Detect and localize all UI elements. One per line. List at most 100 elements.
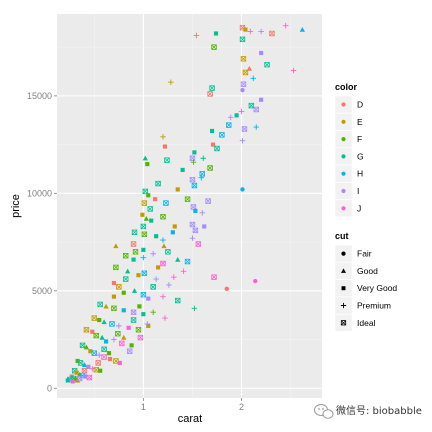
- x-tick-label: 2: [239, 402, 244, 412]
- data-point: [175, 256, 181, 262]
- data-point: [258, 28, 264, 35]
- data-point: [141, 247, 146, 252]
- data-point: [180, 167, 185, 173]
- data-point: [115, 330, 121, 337]
- data-point: [109, 321, 115, 327]
- data-point: [65, 378, 70, 383]
- legend-label: F: [357, 134, 362, 144]
- data-point: [131, 229, 138, 236]
- data-point: [239, 36, 246, 43]
- data-point: [103, 303, 109, 309]
- data-point: [97, 301, 103, 308]
- data-point: [116, 284, 122, 290]
- data-point: [241, 126, 248, 132]
- legend-symbol: [340, 268, 347, 273]
- data-point: [121, 290, 126, 295]
- data-point: [97, 317, 102, 323]
- data-point: [162, 144, 168, 149]
- data-point: [126, 325, 131, 330]
- data-point: [207, 165, 213, 171]
- data-point: [142, 188, 149, 195]
- data-point: [75, 358, 80, 364]
- data-point: [193, 32, 200, 39]
- data-point: [123, 276, 129, 282]
- legend-swatch: [341, 154, 346, 159]
- data-point: [121, 308, 126, 313]
- data-point: [192, 227, 199, 234]
- data-point: [189, 155, 196, 161]
- data-point: [86, 364, 91, 369]
- data-point: [153, 197, 158, 202]
- data-point: [91, 350, 97, 356]
- data-point: [165, 249, 171, 255]
- data-point: [146, 323, 151, 328]
- legend-title: cut: [335, 231, 349, 241]
- data-point: [106, 351, 112, 356]
- data-point: [73, 377, 78, 382]
- y-tick-label: 10000: [27, 188, 52, 198]
- data-point: [164, 157, 170, 163]
- data-point: [175, 297, 181, 304]
- data-point: [246, 65, 253, 71]
- legend-swatch: [341, 137, 346, 142]
- data-point: [111, 280, 116, 286]
- data-point: [189, 221, 196, 228]
- data-point: [184, 258, 191, 265]
- data-point: [191, 182, 198, 189]
- data-points: [65, 22, 306, 384]
- data-point: [211, 274, 217, 280]
- legend-label: E: [357, 117, 363, 127]
- data-point: [156, 265, 161, 270]
- data-point: [76, 371, 83, 377]
- data-point: [140, 223, 147, 230]
- data-point: [154, 234, 159, 239]
- data-point: [259, 50, 264, 56]
- data-point: [191, 305, 198, 312]
- data-point: [250, 75, 257, 82]
- data-point: [189, 176, 196, 183]
- data-point: [239, 137, 246, 144]
- data-point: [210, 142, 216, 147]
- data-point: [162, 315, 168, 321]
- data-point: [116, 323, 122, 329]
- data-point: [189, 235, 196, 241]
- data-point: [171, 274, 177, 280]
- data-point: [264, 61, 270, 68]
- data-point: [121, 334, 127, 340]
- data-point: [210, 128, 215, 134]
- data-point: [132, 249, 139, 255]
- legend-label: G: [357, 151, 364, 161]
- data-point: [163, 200, 169, 206]
- data-point: [137, 304, 142, 309]
- data-point: [224, 286, 229, 292]
- data-point: [111, 336, 117, 343]
- legend-swatch: [341, 206, 346, 211]
- data-point: [190, 159, 197, 165]
- legend-label: I: [357, 186, 359, 196]
- data-point: [145, 162, 150, 167]
- data-point: [125, 268, 131, 274]
- data-point: [70, 379, 75, 384]
- data-point: [214, 145, 220, 152]
- data-point: [248, 102, 255, 109]
- data-point: [111, 305, 117, 312]
- data-point: [79, 342, 86, 349]
- data-point: [240, 87, 245, 93]
- data-point: [234, 113, 239, 118]
- data-point: [153, 276, 159, 282]
- data-point: [200, 155, 207, 162]
- data-point: [104, 339, 109, 344]
- legend-label: Fair: [357, 249, 372, 259]
- data-point: [129, 343, 134, 348]
- data-point: [135, 327, 142, 333]
- data-point: [76, 375, 83, 382]
- data-point: [83, 327, 90, 333]
- legend-swatch: [341, 171, 346, 176]
- y-tick-label: 0: [47, 383, 52, 393]
- y-axis-title: price: [10, 194, 22, 218]
- data-point: [83, 374, 88, 379]
- data-point: [160, 260, 166, 267]
- legend-label: Ideal: [357, 318, 376, 328]
- data-point: [240, 81, 247, 87]
